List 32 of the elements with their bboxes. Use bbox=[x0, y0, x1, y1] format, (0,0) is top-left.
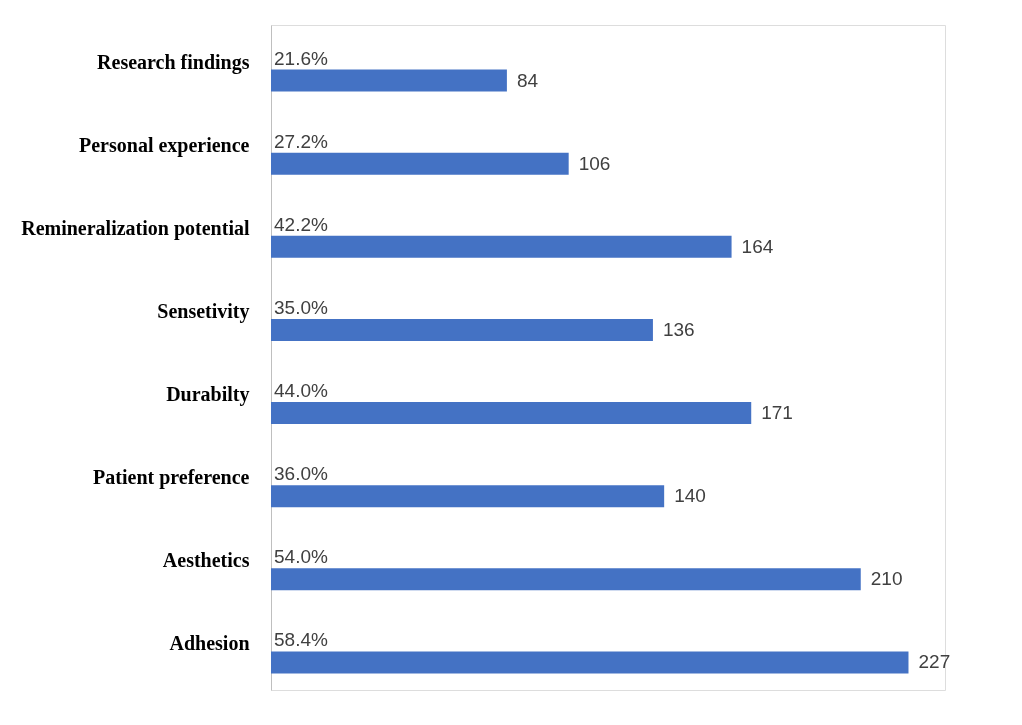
annotation: 42.2% bbox=[274, 213, 328, 235]
annotation: 44.0% bbox=[274, 380, 328, 402]
y-tick-label: Remineralization potential bbox=[21, 216, 250, 240]
bar bbox=[271, 402, 752, 425]
y-tick-label: Aesthetics bbox=[162, 549, 250, 572]
data-label: 227 bbox=[918, 651, 951, 673]
annotation: 54.0% bbox=[274, 546, 328, 568]
data-label: 210 bbox=[870, 568, 903, 590]
y-tick-label: Personal experience bbox=[79, 133, 250, 157]
bar bbox=[271, 485, 665, 508]
bar bbox=[271, 152, 569, 175]
data-label: 171 bbox=[761, 402, 793, 424]
bar bbox=[271, 318, 653, 341]
bar bbox=[271, 651, 909, 674]
y-tick-label: Sensetivity bbox=[157, 299, 250, 323]
y-tick-label: Patient preference bbox=[93, 466, 250, 490]
data-label: 84 bbox=[516, 69, 539, 91]
annotation: 36.0% bbox=[274, 463, 328, 485]
y-tick-label: Durabilty bbox=[166, 383, 250, 407]
data-label: 106 bbox=[578, 152, 611, 174]
annotation: 58.4% bbox=[274, 629, 328, 651]
annotation: 21.6% bbox=[274, 47, 328, 69]
bar bbox=[271, 69, 507, 92]
data-label: 136 bbox=[662, 318, 695, 340]
annotation: 27.2% bbox=[274, 130, 328, 152]
bar bbox=[271, 568, 861, 591]
data-label: 164 bbox=[741, 235, 774, 257]
annotation: 35.0% bbox=[274, 296, 328, 318]
bar bbox=[271, 235, 732, 258]
data-label: 140 bbox=[674, 485, 706, 507]
y-tick-label: Adhesion bbox=[169, 632, 250, 655]
y-tick-label: Research findings bbox=[97, 50, 250, 74]
